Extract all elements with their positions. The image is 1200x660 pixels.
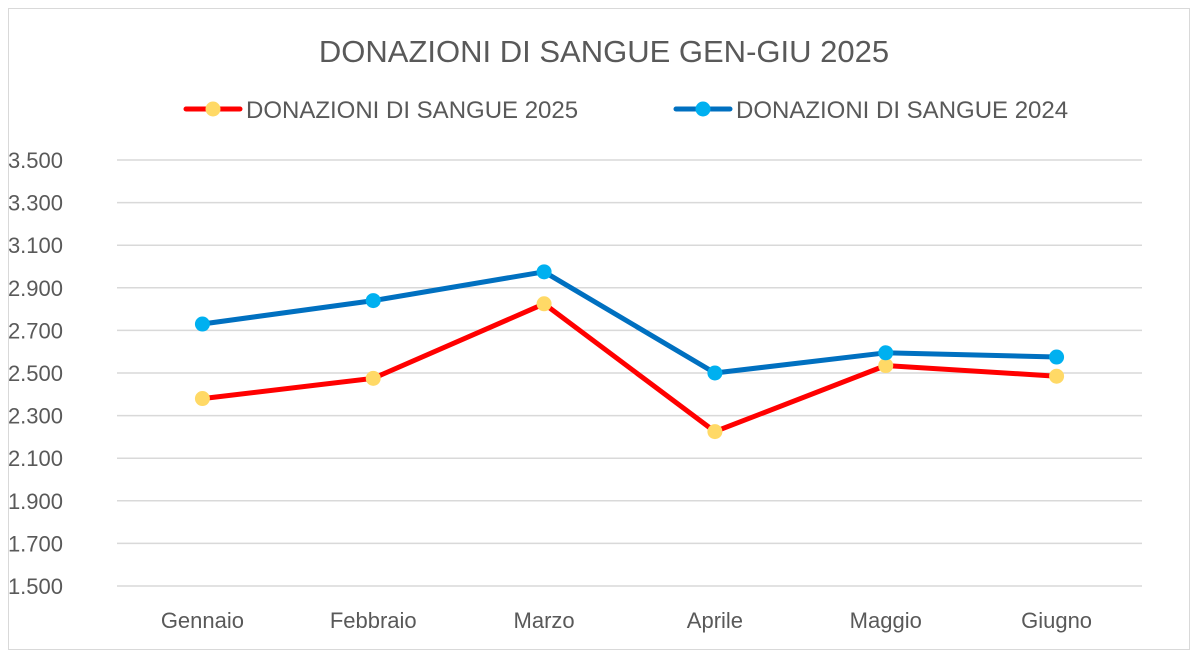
y-tick-label: 2.700 xyxy=(8,318,63,343)
legend-label-2024: DONAZIONI DI SANGUE 2024 xyxy=(736,97,1068,124)
x-tick-label: Febbraio xyxy=(330,608,417,633)
y-tick-label: 2.100 xyxy=(8,446,63,471)
y-tick-label: 2.900 xyxy=(8,276,63,301)
data-point-series-0 xyxy=(194,391,210,407)
x-tick-label: Marzo xyxy=(514,608,575,633)
data-point-series-0 xyxy=(878,358,894,374)
y-tick-label: 3.500 xyxy=(8,148,63,173)
legend-item-2024: DONAZIONI DI SANGUE 2024 xyxy=(673,97,1068,124)
gridlines xyxy=(117,159,1142,587)
series-lines xyxy=(199,269,1060,435)
y-tick-label: 1.500 xyxy=(8,574,63,599)
legend: DONAZIONI DI SANGUE 2025 DONAZIONI DI SA… xyxy=(183,97,1068,124)
series-markers xyxy=(194,264,1065,440)
legend-label-2025: DONAZIONI DI SANGUE 2025 xyxy=(246,97,578,124)
series-line-1 xyxy=(199,269,1060,376)
y-tick-label: 3.300 xyxy=(8,191,63,216)
data-point-series-1 xyxy=(194,316,210,332)
data-point-series-1 xyxy=(1049,349,1065,365)
x-tick-label: Aprile xyxy=(687,608,743,633)
x-axis-tick-labels: Gennaio Febbraio Marzo Aprile Maggio Giugno xyxy=(161,608,1092,633)
y-tick-label: 3.100 xyxy=(8,233,63,258)
data-point-series-0 xyxy=(1049,368,1065,384)
y-tick-label: 2.500 xyxy=(8,361,63,386)
legend-item-2025: DONAZIONI DI SANGUE 2025 xyxy=(183,97,578,124)
data-point-series-0 xyxy=(536,296,552,312)
data-point-series-0 xyxy=(707,424,723,440)
y-tick-label: 1.700 xyxy=(8,531,63,556)
x-tick-label: Gennaio xyxy=(161,608,244,633)
data-point-series-1 xyxy=(878,345,894,361)
data-point-series-0 xyxy=(365,370,381,386)
y-axis-tick-labels: 3.500 3.300 3.100 2.900 2.700 2.500 2.300 2.100… xyxy=(8,148,63,599)
y-tick-label: 1.900 xyxy=(8,489,63,514)
chart-title: DONAZIONI DI SANGUE GEN-GIU 2025 xyxy=(319,34,889,69)
legend-marker-2024 xyxy=(695,101,711,117)
x-tick-label: Giugno xyxy=(1021,608,1092,633)
data-point-series-1 xyxy=(536,264,552,280)
series-line-0 xyxy=(199,301,1060,435)
y-tick-label: 2.300 xyxy=(8,404,63,429)
x-tick-label: Maggio xyxy=(850,608,922,633)
data-point-series-1 xyxy=(365,293,381,309)
data-point-series-1 xyxy=(707,365,723,381)
legend-marker-2025 xyxy=(205,101,221,117)
